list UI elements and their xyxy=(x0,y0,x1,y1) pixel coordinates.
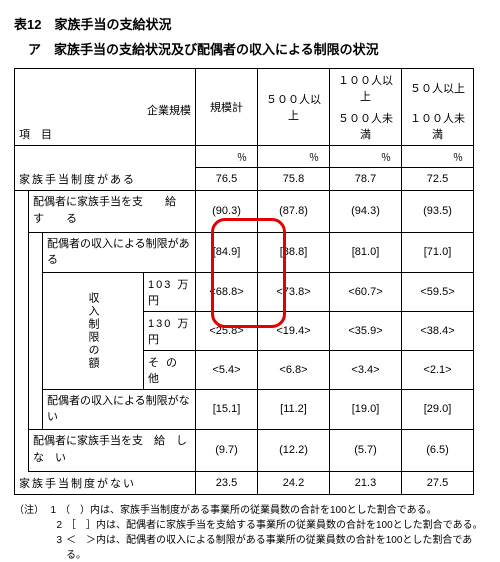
note-num: 1 xyxy=(44,503,56,518)
cell: 23.5 xyxy=(196,471,258,494)
cell: <68.8> xyxy=(196,272,258,311)
cell: 72.5 xyxy=(402,168,474,191)
table-row: 配偶者に家族手当を支 給 し な い (9.7) (12.2) (5.7) (6… xyxy=(15,429,474,471)
cell: [11.2] xyxy=(258,389,330,429)
cell: <73.8> xyxy=(258,272,330,311)
cell: (6.5) xyxy=(402,429,474,471)
notes: （注）1 （ ）内は、家族手当制度がある事業所の従業員数の合計を100とした割合で… xyxy=(14,503,486,562)
cell: 21.3 xyxy=(330,471,402,494)
cell: <59.5> xyxy=(402,272,474,311)
header-item-label: 項 目 xyxy=(19,126,191,142)
note-body: ［ ］内は、配偶者に家族手当を支給する事業所の従業員数の合計を100とした割合で… xyxy=(66,518,486,533)
table-row: 配偶者に家族手当を支 給 す る (90.3) (87.8) (94.3) (9… xyxy=(15,190,474,232)
note-num: 3 xyxy=(50,533,62,562)
row-label: 配偶者の収入による制限がある xyxy=(43,232,196,272)
row-label: 130 万 円 xyxy=(144,311,196,350)
cell: [84.9] xyxy=(196,232,258,272)
table-row: 配偶者の収入による制限がある [84.9] [88.8] [81.0] [71.… xyxy=(15,232,474,272)
note-num: 2 xyxy=(50,518,62,533)
table-row: 家族手当制度がない 23.5 24.2 21.3 27.5 xyxy=(15,471,474,494)
pct-label: ％ xyxy=(258,146,330,168)
cell: 78.7 xyxy=(330,168,402,191)
cell: <35.9> xyxy=(330,311,402,350)
cell: <19.4> xyxy=(258,311,330,350)
note-body: （ ）内は、家族手当制度がある事業所の従業員数の合計を100とした割合である。 xyxy=(60,503,486,518)
row-label: 家族手当制度がある xyxy=(15,168,196,191)
row-label: 家族手当制度がない xyxy=(15,471,196,494)
cell: (94.3) xyxy=(330,190,402,232)
cell: [81.0] xyxy=(330,232,402,272)
cell: (9.7) xyxy=(196,429,258,471)
table-subtitle: ア 家族手当の支給状況及び配偶者の収入による制限の状況 xyxy=(28,39,486,58)
cell: [15.1] xyxy=(196,389,258,429)
table-row: 家族手当制度がある 76.5 75.8 78.7 72.5 xyxy=(15,168,474,191)
row-label: 103 万 円 xyxy=(144,272,196,311)
cell: [88.8] xyxy=(258,232,330,272)
note-head: （注） xyxy=(14,503,44,518)
row-label: そ の 他 xyxy=(144,350,196,389)
row-label: 配偶者に家族手当を支 給 し な い xyxy=(29,429,196,471)
header-item: 企業規模 項 目 xyxy=(15,69,196,146)
pct-label: ％ xyxy=(196,146,258,168)
cell: (90.3) xyxy=(196,190,258,232)
row-label: 配偶者に家族手当を支 給 す る xyxy=(29,190,196,232)
cell: 76.5 xyxy=(196,168,258,191)
cell: [71.0] xyxy=(402,232,474,272)
cell: <60.7> xyxy=(330,272,402,311)
header-total: 規模計 xyxy=(196,69,258,146)
cell: 24.2 xyxy=(258,471,330,494)
header-100-499a: １００人以上 xyxy=(330,69,402,108)
side-label: 収入制限の額 xyxy=(43,272,144,389)
cell: (5.7) xyxy=(330,429,402,471)
cell: <25.8> xyxy=(196,311,258,350)
note-body: ＜ ＞内は、配偶者の収入による制限がある事業所の従業員数の合計を100とした割合… xyxy=(66,533,486,562)
percent-row: ％ ％ ％ ％ xyxy=(15,146,474,168)
header-500: ５００人以上 xyxy=(258,69,330,146)
table-row: 収入制限の額 103 万 円 <68.8> <73.8> <60.7> <59.… xyxy=(15,272,474,311)
cell: 27.5 xyxy=(402,471,474,494)
cell: <5.4> xyxy=(196,350,258,389)
header-100-499b: ５００人未満 xyxy=(330,107,402,146)
cell: <2.1> xyxy=(402,350,474,389)
pct-label: ％ xyxy=(330,146,402,168)
cell: (93.5) xyxy=(402,190,474,232)
cell: <6.8> xyxy=(258,350,330,389)
cell: [19.0] xyxy=(330,389,402,429)
table-row: 配偶者の収入による制限がない [15.1] [11.2] [19.0] [29.… xyxy=(15,389,474,429)
row-label: 配偶者の収入による制限がない xyxy=(43,389,196,429)
cell: <38.4> xyxy=(402,311,474,350)
allowance-table: 企業規模 項 目 規模計 ５００人以上 １００人以上 ５０人以上 ５００人未満 … xyxy=(14,68,474,495)
header-50-99b: １００人未満 xyxy=(402,107,474,146)
header-50-99a: ５０人以上 xyxy=(402,69,474,108)
cell: <3.4> xyxy=(330,350,402,389)
pct-label: ％ xyxy=(402,146,474,168)
cell: 75.8 xyxy=(258,168,330,191)
cell: [29.0] xyxy=(402,389,474,429)
cell: (12.2) xyxy=(258,429,330,471)
table-wrapper: 企業規模 項 目 規模計 ５００人以上 １００人以上 ５０人以上 ５００人未満 … xyxy=(14,68,486,495)
header-scale: 企業規模 xyxy=(19,102,191,118)
cell: (87.8) xyxy=(258,190,330,232)
table-number-title: 表12 家族手当の支給状況 xyxy=(14,14,486,33)
